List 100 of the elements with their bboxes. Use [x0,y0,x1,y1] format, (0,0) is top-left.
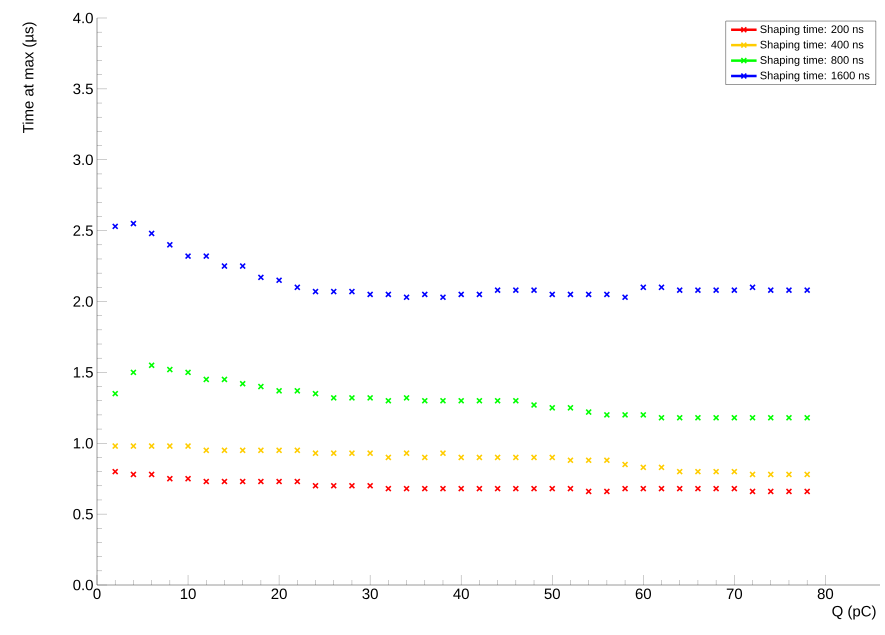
point [348,288,356,295]
point [422,485,428,492]
point [112,223,118,230]
point [567,404,574,412]
point [239,478,246,485]
point [658,284,665,291]
point [312,288,319,295]
x-tick-label: 70 [726,588,742,600]
point [622,485,628,492]
point [202,376,210,383]
point [422,291,428,298]
point [239,262,246,270]
point [585,291,592,298]
point [512,286,520,294]
point [712,468,720,475]
point [548,485,556,492]
point [622,412,628,418]
point [585,456,592,464]
point [403,394,410,402]
point [731,485,738,492]
point [312,450,319,456]
point [366,450,374,456]
point [658,464,665,471]
point [712,286,720,294]
point [694,468,702,475]
point [184,442,192,450]
point [239,447,246,454]
point [512,454,520,461]
point [348,482,356,490]
point [767,471,774,478]
point [731,468,738,475]
y-tick-label: 2.5 [73,225,93,236]
point [294,478,301,485]
point [604,488,610,495]
point [112,468,118,475]
y-tick-label: 3.5 [73,84,93,94]
point [494,485,501,492]
point [385,397,392,404]
point [731,414,738,421]
legend-label: Shaping time: 200 ns [760,25,864,36]
point [494,286,501,294]
point [422,454,428,461]
legend-label: Shaping time: 800 ns [760,56,864,66]
x-tick-label: 10 [180,588,196,600]
point [221,447,228,454]
point [786,414,792,421]
point [258,383,264,390]
point [366,394,374,402]
point [258,447,264,454]
point [112,390,118,397]
point [112,442,118,450]
point [130,369,137,376]
point [548,291,556,298]
x-tick-label: 20 [272,588,287,600]
point [622,461,628,468]
point [348,450,356,456]
point [458,291,464,298]
y-tick-label: 1.5 [74,367,93,378]
point [567,456,574,464]
point [276,388,282,394]
point [202,447,210,454]
point [330,394,337,402]
point [712,414,720,421]
point [604,456,610,464]
point [166,475,174,482]
point [530,454,538,461]
point [548,454,556,461]
point [804,414,810,421]
point [804,286,810,294]
point [385,291,392,298]
point [749,414,756,421]
point [585,408,592,416]
point [403,294,410,301]
point [786,471,792,478]
x-axis-title: Q (pC) [832,606,876,620]
point [403,485,410,492]
x-tick-label: 60 [636,588,652,600]
point [440,397,446,404]
point [312,482,319,490]
point [731,286,738,294]
point [422,397,428,404]
point [512,397,520,404]
y-tick-label: 4.0 [73,12,93,24]
point [166,366,174,373]
point [294,284,301,291]
point [148,471,155,478]
point [567,291,574,298]
point [786,286,792,294]
point [512,485,520,492]
point [640,464,647,471]
point [258,274,264,281]
point [658,485,665,492]
point [184,252,192,260]
point [458,397,464,404]
point [767,488,774,495]
point [166,242,174,248]
point [403,450,410,456]
point [148,362,155,369]
y-tick-label: 1.0 [74,438,93,449]
y-tick-label: 3.0 [73,154,93,166]
